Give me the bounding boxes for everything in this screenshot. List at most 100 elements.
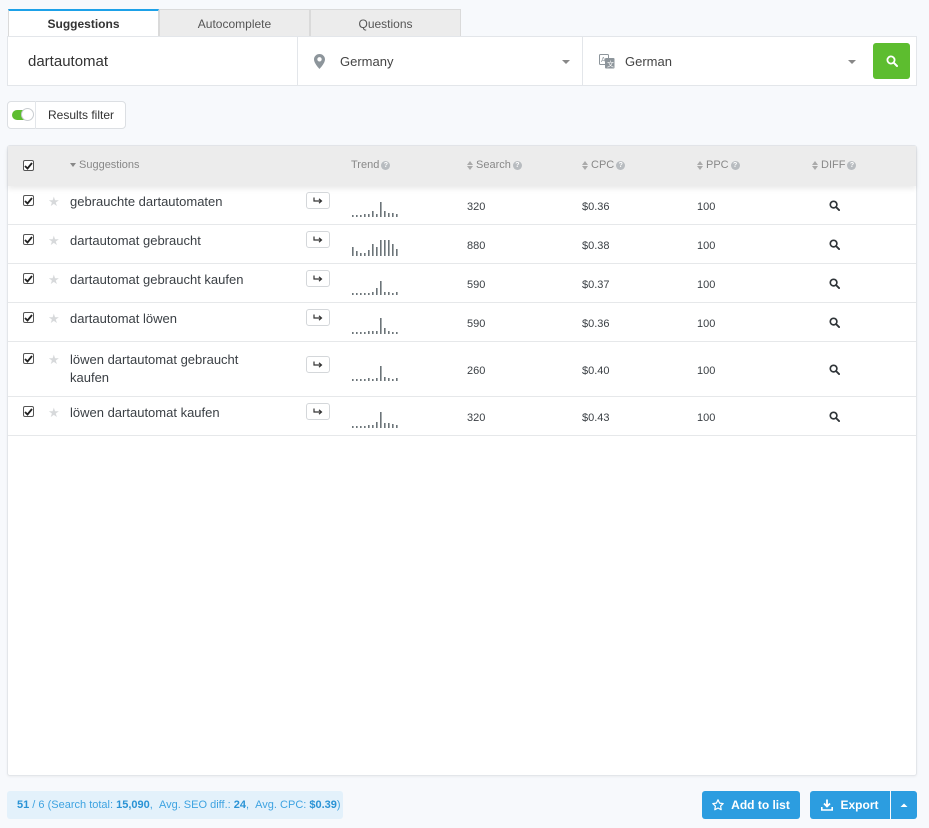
trend-bar [388,213,390,217]
help-icon[interactable]: ? [616,160,626,170]
header-search-label: Search [476,159,511,171]
trend-bar [364,332,366,334]
row-checkbox[interactable] [23,234,34,245]
search-icon[interactable] [829,276,840,294]
sort-icon [582,160,588,170]
star-icon[interactable]: ★ [48,272,60,287]
search-icon[interactable] [829,409,840,427]
row-checkbox[interactable] [23,273,34,284]
search-icon[interactable] [829,237,840,255]
header-cpc-label: CPC [591,159,615,171]
export-button[interactable]: Export [810,791,890,819]
filter-toggle[interactable] [8,101,36,129]
export-dropdown-button[interactable] [891,791,917,819]
search-button[interactable] [873,43,910,79]
header-search[interactable]: Search? [467,159,522,171]
trend-bar [384,423,386,428]
help-icon[interactable]: ? [847,160,857,170]
add-to-list-button[interactable]: Add to list [702,791,800,819]
return-arrow-icon [313,236,323,243]
row-checkbox[interactable] [23,353,34,364]
keyword-text: dartautomat gebraucht kaufen [70,272,244,287]
trend-bar [352,215,354,217]
trend-bar [356,332,358,334]
return-arrow-icon [313,197,323,204]
cpc-value: $0.40 [582,365,610,377]
use-keyword-button[interactable] [306,356,330,373]
trend-bar [352,379,354,381]
header-suggestions[interactable]: Suggestions [70,159,140,171]
trend-bar [388,331,390,334]
trend-bar [376,214,378,217]
header-ppc[interactable]: PPC? [697,159,740,171]
results-filter-label: Results filter [48,108,115,122]
star-icon[interactable]: ★ [48,311,60,326]
help-icon[interactable]: ? [730,160,740,170]
trend-bar [372,425,374,428]
use-keyword-button[interactable] [306,309,330,326]
star-icon[interactable]: ★ [48,233,60,248]
trend-bar [392,244,394,256]
header-suggestions-label: Suggestions [79,159,140,171]
help-icon[interactable]: ? [512,160,522,170]
use-keyword-button[interactable] [306,270,330,287]
trend-bar [384,377,386,381]
trend-bar [396,292,398,295]
keyword-input[interactable]: dartautomat [8,37,298,85]
star-icon[interactable]: ★ [48,352,60,367]
row-checkbox[interactable] [23,195,34,206]
trend-bar [352,247,354,256]
table-row: ★ löwen dartautomat kaufen 320 $0.43 100 [8,397,916,436]
trend-sparkline [352,240,398,256]
star-icon[interactable]: ★ [48,405,60,420]
header-cpc[interactable]: CPC? [582,159,626,171]
search-icon[interactable] [829,362,840,380]
search-icon[interactable] [829,315,840,333]
trend-bar [352,293,354,295]
location-select[interactable]: Germany [298,37,583,85]
sort-down-icon [70,163,76,167]
language-value: German [625,53,672,69]
cpc-value: $0.38 [582,240,610,252]
trend-bar [380,412,382,428]
search-icon[interactable] [829,198,840,216]
header-diff[interactable]: DIFF? [812,159,857,171]
use-keyword-button[interactable] [306,403,330,420]
use-keyword-button[interactable] [306,192,330,209]
star-icon[interactable]: ★ [48,194,60,209]
select-all-checkbox[interactable] [23,160,34,171]
keyword-text: gebrauchte dartautomaten [70,194,223,209]
table-header: Suggestions Trend? Search? CPC? PPC? DIF… [8,146,916,186]
trend-sparkline [352,318,398,334]
location-value: Germany [340,53,394,69]
trend-bar [360,293,362,295]
trend-bar [376,247,378,256]
table-row: ★ dartautomat gebraucht 880 $0.38 100 [8,225,916,264]
trend-sparkline [352,202,398,217]
trend-bar [376,331,378,334]
ppc-value: 100 [697,365,716,377]
trend-bar [384,240,386,256]
table-body: ★ gebrauchte dartautomaten 320 $0.36 100 ★ dar… [8,186,916,436]
trend-bar [364,426,366,428]
tab-suggestions[interactable]: Suggestions [8,9,159,37]
row-checkbox[interactable] [23,312,34,323]
search-value: 320 [467,201,486,213]
help-icon[interactable]: ? [381,160,391,170]
trend-bar [380,240,382,256]
results-filter-button[interactable]: Results filter [7,101,126,129]
ppc-value: 100 [697,412,716,424]
trend-bar [356,379,358,381]
trend-bar [372,331,374,334]
tab-questions[interactable]: Questions [310,9,461,37]
tab-autocomplete[interactable]: Autocomplete [159,9,310,37]
search-icon [886,55,898,67]
table-row: ★ löwen dartautomat gebraucht kaufen 260 $0… [8,342,916,397]
search-total-label: Search total: [51,799,114,811]
use-keyword-button[interactable] [306,231,330,248]
trend-bar [372,379,374,381]
ppc-value: 100 [697,318,716,330]
search-value: 880 [467,240,486,252]
row-checkbox[interactable] [23,406,34,417]
